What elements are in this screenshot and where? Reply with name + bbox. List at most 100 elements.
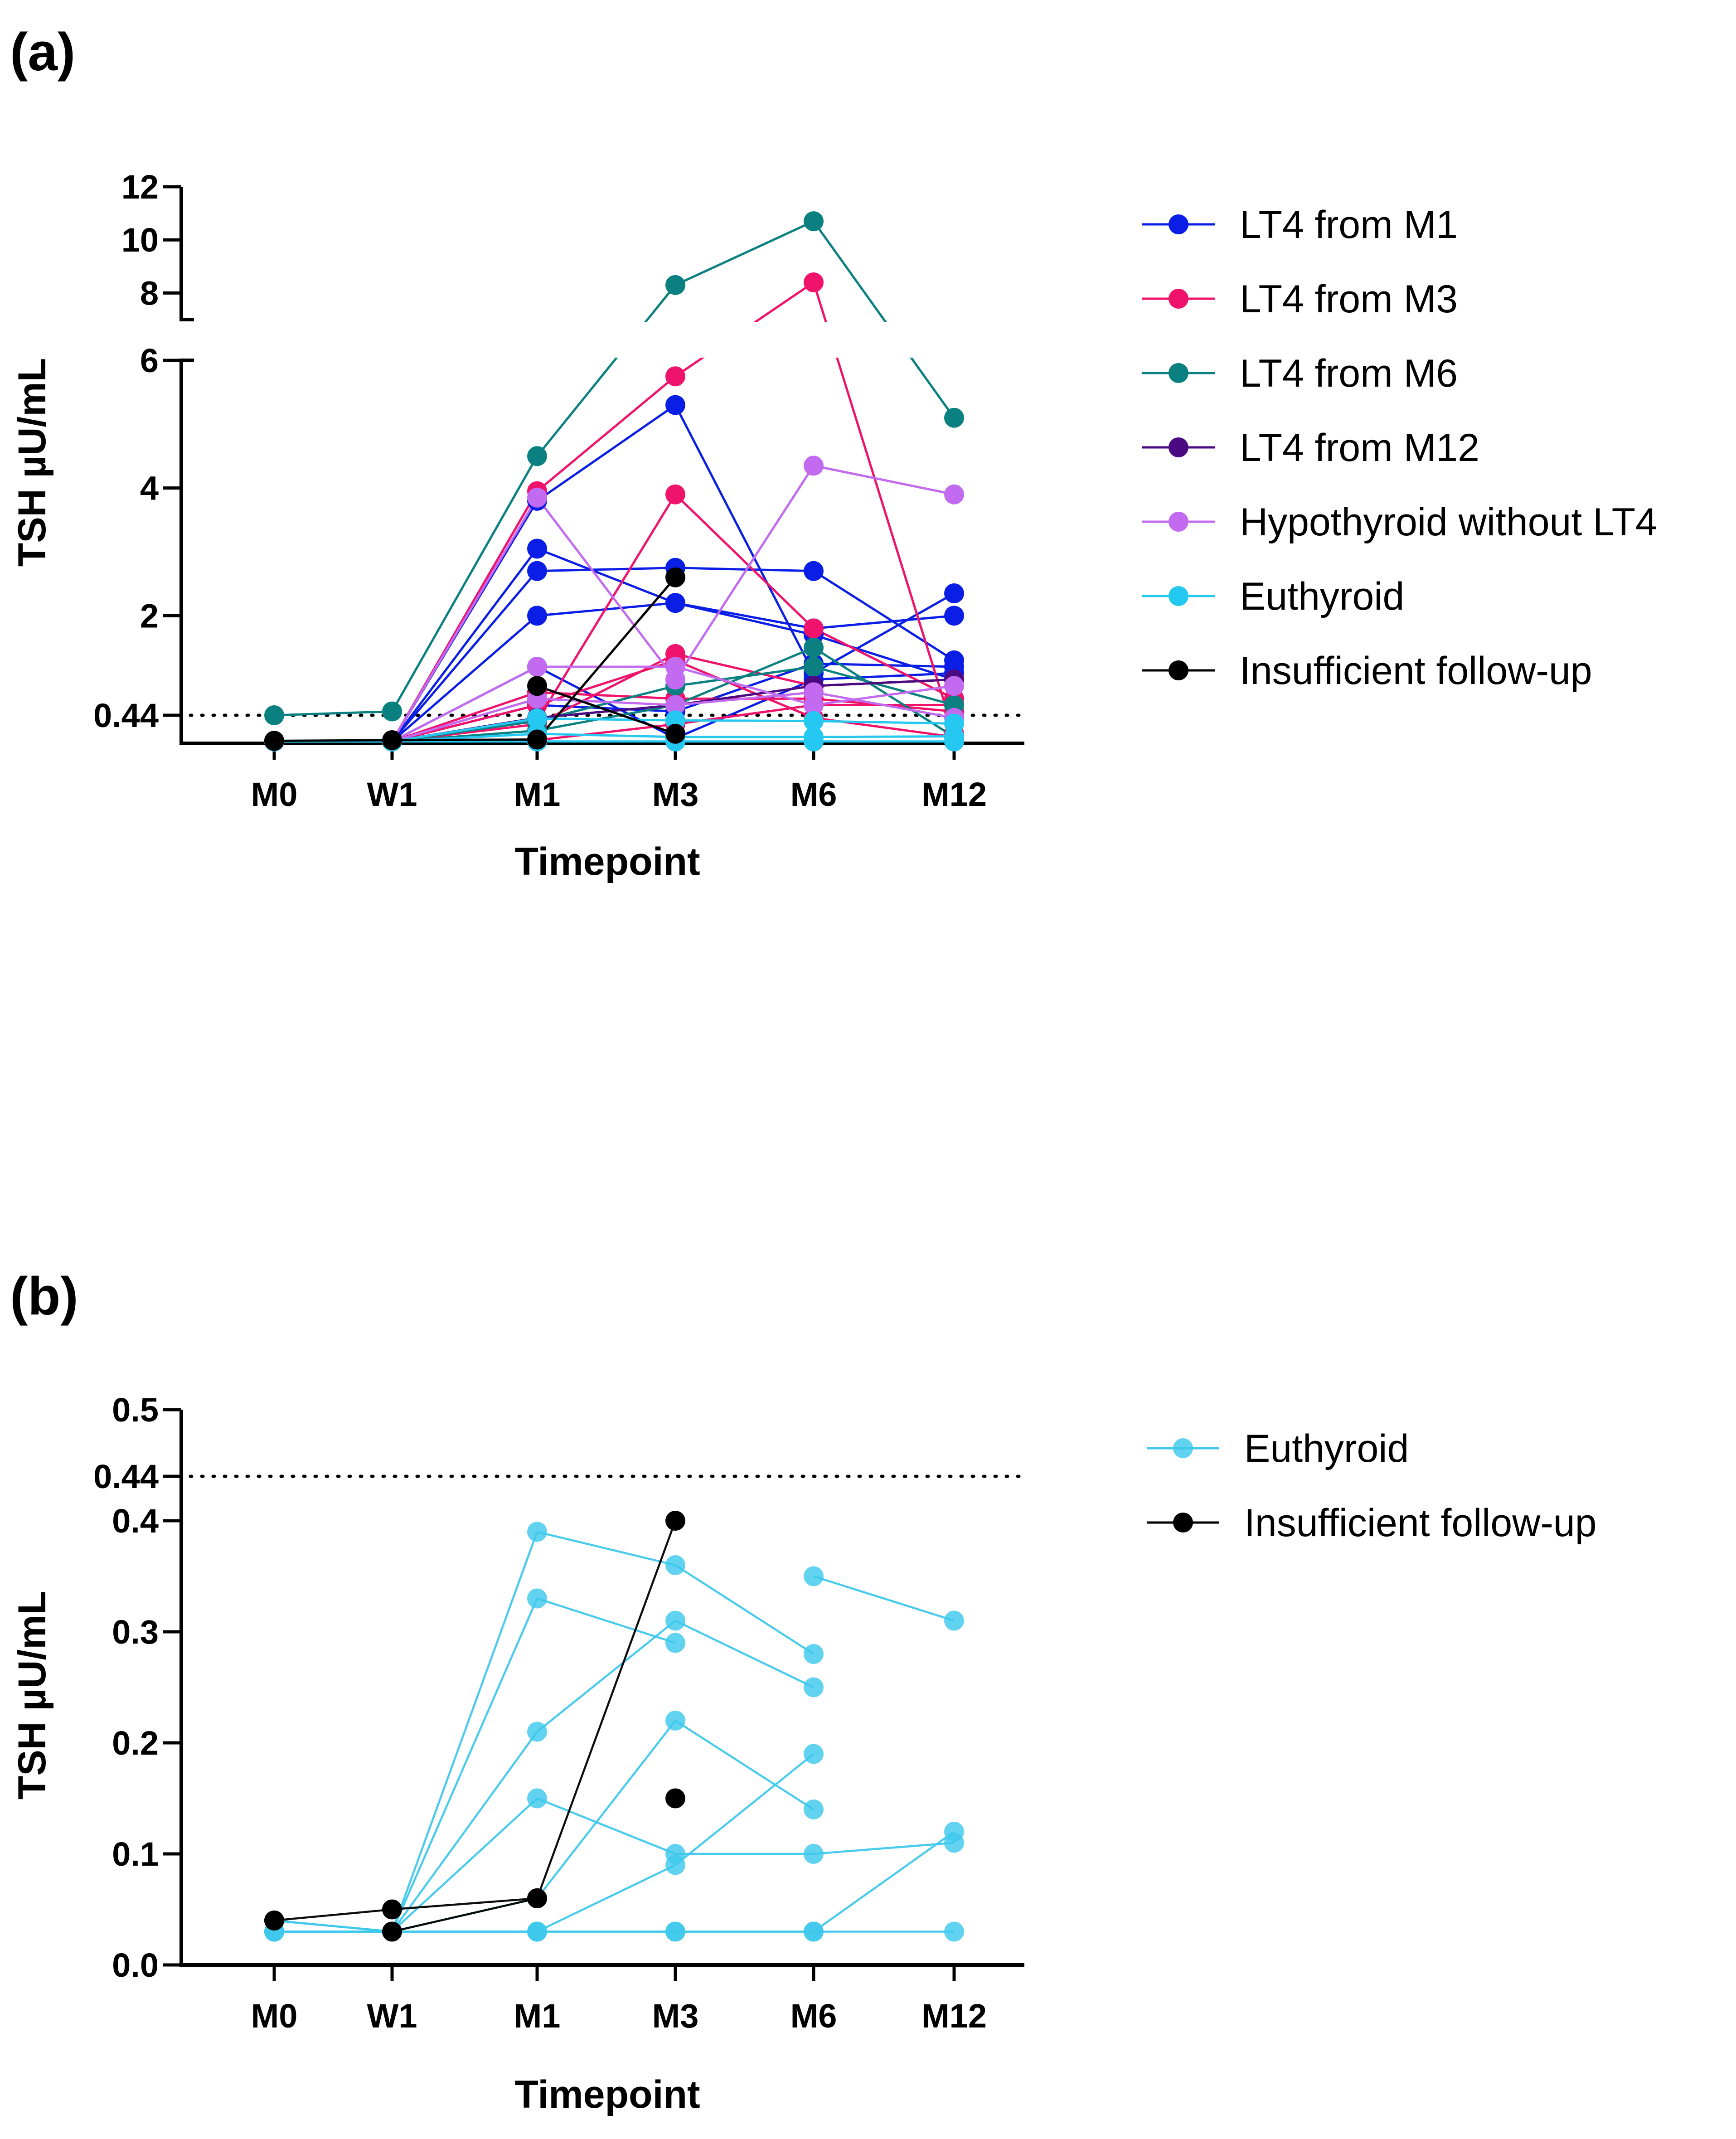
legend-marker xyxy=(1173,1513,1193,1533)
series-line-segment xyxy=(675,653,814,687)
y-tick-label: 0.0 xyxy=(112,1946,159,1984)
series-line-segment xyxy=(537,704,676,732)
data-point xyxy=(804,711,824,731)
series-line-segment xyxy=(813,627,955,700)
series-line-segment xyxy=(674,220,815,286)
series-line-segment xyxy=(675,691,814,706)
panel-a-x-axis-title: Timepoint xyxy=(514,840,700,883)
series-line-segment xyxy=(813,665,955,706)
series-line-segment xyxy=(674,281,815,378)
data-point xyxy=(264,1911,284,1930)
panel-a-data xyxy=(264,211,964,752)
legend-label: Hypothyroid without LT4 xyxy=(1240,500,1657,544)
y-tick-label: 8 xyxy=(140,274,159,312)
x-tick-label: M12 xyxy=(921,776,987,813)
data-point xyxy=(665,275,685,295)
y-tick-label: 0.4 xyxy=(112,1502,159,1540)
series-line-segment xyxy=(537,1531,676,1567)
data-point xyxy=(804,682,824,703)
panel-a: (a) TSH µU/mL Timepoint 0.44 2 4 6 8 10 12 M0 W1… xyxy=(10,22,1657,883)
data-point xyxy=(944,731,964,752)
legend-label: Euthyroid xyxy=(1240,575,1404,618)
data-point xyxy=(527,1888,547,1908)
series-line-segment xyxy=(536,404,676,502)
x-tick-label: M0 xyxy=(251,1997,298,2035)
legend-marker xyxy=(1169,214,1188,234)
series-line-segment xyxy=(674,465,815,680)
data-point xyxy=(527,606,547,626)
series-line-segment xyxy=(813,684,955,706)
data-point xyxy=(527,708,547,729)
panel-a-axes: 0.44 2 4 6 8 10 12 M0 W1 M1 M3 M6 M12 xyxy=(93,168,1026,813)
series-line-segment xyxy=(391,1598,538,1932)
data-point xyxy=(527,1722,547,1742)
data-point xyxy=(527,446,547,466)
data-point xyxy=(527,1921,547,1942)
x-tick-label: W1 xyxy=(367,1997,417,2035)
series-line-segment xyxy=(813,662,955,668)
data-point xyxy=(804,1644,824,1664)
legend-label: Insufficient follow-up xyxy=(1240,649,1592,693)
data-point xyxy=(665,1921,685,1942)
data-point xyxy=(382,1921,402,1942)
series-line-segment xyxy=(813,720,955,725)
legend-label: LT4 from M6 xyxy=(1240,352,1458,395)
panel-b-x-axis-title: Timepoint xyxy=(514,2073,700,2116)
data-point xyxy=(527,1788,547,1809)
series-line-segment xyxy=(537,1597,676,1644)
series-line-segment xyxy=(813,592,955,674)
data-point xyxy=(944,1921,964,1942)
legend-marker xyxy=(1169,660,1188,680)
series-line-segment xyxy=(813,634,955,681)
series-line-segment xyxy=(391,1797,538,1933)
y-tick-label: 0.3 xyxy=(112,1613,159,1651)
y-tick-label: 0.2 xyxy=(112,1724,159,1762)
data-point xyxy=(665,395,685,415)
x-tick-label: M1 xyxy=(514,776,561,813)
series-line-segment xyxy=(391,570,538,742)
series-line-segment xyxy=(274,1908,393,1922)
data-point xyxy=(665,1511,685,1531)
data-point xyxy=(665,1555,685,1575)
legend-marker xyxy=(1169,363,1188,383)
y-tick-label: 0.1 xyxy=(112,1835,159,1873)
data-point xyxy=(527,538,547,559)
panel-a-legend: LT4 from M1 LT4 from M3 LT4 from M6 LT4 fro… xyxy=(1142,203,1657,693)
series-line-segment xyxy=(537,567,676,572)
data-point xyxy=(804,272,824,292)
x-tick-label: M6 xyxy=(790,776,837,813)
y-tick-label: 10 xyxy=(121,221,159,259)
data-point xyxy=(804,1677,824,1698)
data-point xyxy=(944,676,964,696)
x-tick-label: W1 xyxy=(367,776,417,813)
series-line-segment xyxy=(536,1520,677,1899)
x-tick-label: M3 xyxy=(652,1997,699,2035)
series-line-segment xyxy=(536,284,676,457)
data-point xyxy=(804,211,824,232)
series-points xyxy=(264,1511,964,1942)
series-line-segment xyxy=(674,404,815,674)
series-line-segment xyxy=(674,1720,815,1810)
series-line-segment xyxy=(392,1897,538,1911)
data-point xyxy=(944,484,964,504)
data-point xyxy=(665,1788,685,1809)
data-point xyxy=(665,366,685,387)
legend-label: LT4 from M3 xyxy=(1240,277,1458,321)
y-tick-label: 2 xyxy=(140,597,159,635)
data-point xyxy=(665,567,685,587)
panel-b-data xyxy=(264,1511,964,1942)
legend-marker xyxy=(1173,1438,1193,1458)
x-tick-label: M0 xyxy=(251,776,298,813)
series-lines xyxy=(274,1520,955,1933)
series-line-segment xyxy=(391,665,538,742)
x-tick-label: M1 xyxy=(514,1997,561,2035)
data-point xyxy=(382,701,402,722)
data-point xyxy=(804,637,824,658)
panel-b-y-axis-title: TSH µU/mL xyxy=(10,1591,54,1799)
series-line-segment xyxy=(813,1831,955,1933)
x-tick-label: M3 xyxy=(652,776,699,813)
data-point xyxy=(944,407,964,428)
data-point xyxy=(944,606,964,626)
data-point xyxy=(665,657,685,677)
